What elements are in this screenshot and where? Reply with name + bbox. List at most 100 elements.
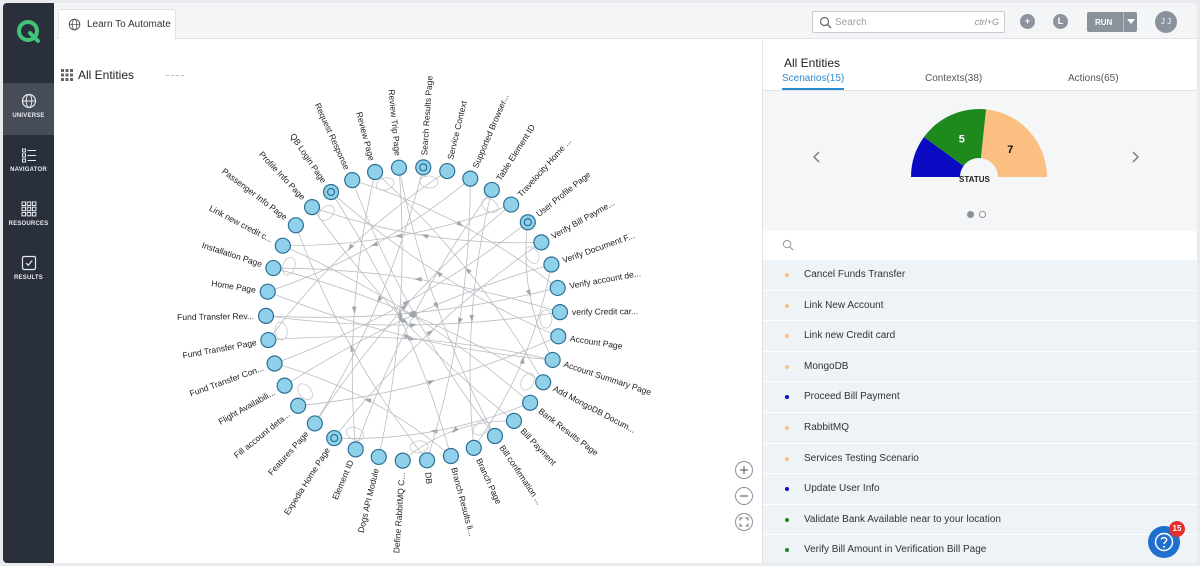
- chevron-left-icon[interactable]: [811, 149, 823, 165]
- graph-edge-arrow: [370, 241, 379, 247]
- graph-node-label: Request Response: [313, 101, 352, 171]
- graph-edge-arrow: [421, 234, 429, 239]
- graph-node[interactable]: [276, 377, 293, 394]
- scenario-search[interactable]: [763, 231, 1197, 259]
- run-dropdown[interactable]: [1123, 12, 1137, 32]
- info-button[interactable]: L: [1053, 14, 1068, 29]
- zoom-in-button[interactable]: [735, 461, 753, 479]
- scenario-row[interactable]: Validate Bank Available near to your loc…: [763, 503, 1197, 535]
- scenario-row[interactable]: Services Testing Scenario: [763, 442, 1197, 474]
- panel-title: All Entities: [784, 56, 841, 70]
- graph-node[interactable]: [551, 304, 569, 321]
- graph-node[interactable]: [505, 412, 523, 429]
- graph-node[interactable]: [522, 394, 539, 411]
- zoom-out-button[interactable]: [735, 487, 753, 505]
- graph-self-loop: [539, 309, 553, 329]
- run-button[interactable]: RUN: [1087, 12, 1137, 32]
- expand-icon: [739, 517, 749, 527]
- add-button[interactable]: +: [1020, 14, 1035, 29]
- scenario-row[interactable]: Update User Info: [763, 473, 1197, 504]
- sidebar-item-resources[interactable]: RESOURCES: [3, 191, 54, 243]
- graph-node[interactable]: [390, 159, 408, 176]
- graph-node[interactable]: [259, 283, 276, 300]
- scenario-row[interactable]: RabbitMQ: [763, 411, 1197, 443]
- graph-node[interactable]: [519, 214, 536, 231]
- graph-node[interactable]: [266, 355, 283, 372]
- graph-node[interactable]: [347, 441, 364, 458]
- graph-node[interactable]: [418, 452, 436, 469]
- graph-node[interactable]: [265, 259, 282, 277]
- graph-node[interactable]: [462, 170, 479, 187]
- fit-screen-button[interactable]: [735, 513, 753, 531]
- graph-node[interactable]: [322, 183, 340, 201]
- graph-node-label: Verify Bill Payme...: [549, 198, 616, 241]
- graph-node[interactable]: [544, 351, 561, 369]
- graph-node[interactable]: [415, 159, 432, 176]
- graph-node[interactable]: [303, 199, 321, 216]
- graph-node[interactable]: [366, 163, 384, 181]
- graph-node[interactable]: [550, 328, 567, 345]
- graph-node[interactable]: [306, 415, 323, 432]
- sidebar-item-results[interactable]: RESULTS: [3, 245, 54, 297]
- graph-node-label: Installation Page: [201, 240, 264, 269]
- graph-edge-arrow: [464, 267, 472, 275]
- graph-node[interactable]: [535, 374, 552, 391]
- graph-edge-arrow: [469, 314, 474, 323]
- scenario-row[interactable]: MongoDB: [763, 350, 1197, 382]
- graph-node[interactable]: [344, 172, 361, 189]
- graph-node-label: Bill Payment: [519, 426, 559, 468]
- sidebar-item-label: RESULTS: [14, 275, 43, 281]
- left-rail: UNIVERSE NAVIGATOR RESOURCES: [3, 3, 54, 563]
- graph-node-marker: [330, 433, 339, 443]
- graph-node[interactable]: [370, 448, 387, 466]
- graph-node-label: Define RabbitMQ C...: [391, 472, 407, 553]
- sidebar-item-navigator[interactable]: NAVIGATOR: [3, 137, 54, 189]
- tab-actions[interactable]: Actions(65): [1068, 73, 1119, 84]
- graph-node[interactable]: [260, 331, 277, 349]
- pager-dot[interactable]: [979, 211, 986, 218]
- graph-node-label: Service Context: [445, 99, 469, 160]
- search-input[interactable]: [835, 15, 955, 29]
- pager-dot-active[interactable]: [967, 211, 974, 218]
- tab-scenarios[interactable]: Scenarios(15): [782, 73, 845, 84]
- graph-node[interactable]: [394, 452, 411, 469]
- graph-node[interactable]: [483, 181, 500, 199]
- scenario-row[interactable]: Verify Bill Amount in Verification Bill …: [763, 534, 1197, 563]
- avatar[interactable]: J J: [1155, 11, 1177, 33]
- graph-node[interactable]: [287, 217, 304, 234]
- graph-node-label: Branch Results li...: [449, 466, 477, 537]
- scenario-row[interactable]: Proceed Bill Payment: [763, 381, 1197, 412]
- graph-node[interactable]: [486, 427, 504, 445]
- graph-node[interactable]: [465, 439, 482, 456]
- gauge-segment[interactable]: [911, 137, 964, 177]
- graph-node[interactable]: [274, 237, 291, 254]
- graph-node[interactable]: [442, 447, 460, 465]
- gauge-segment[interactable]: [923, 109, 987, 166]
- chevron-right-icon[interactable]: [1129, 149, 1141, 165]
- graph-node[interactable]: [549, 279, 566, 297]
- scenario-label: MongoDB: [804, 360, 849, 372]
- graph-node[interactable]: [439, 162, 456, 180]
- entity-graph[interactable]: Search Results Page Service Context Suppor…: [3, 3, 763, 563]
- tab-contexts[interactable]: Contexts(38): [925, 73, 983, 84]
- scenario-row[interactable]: Link New Account: [763, 289, 1197, 321]
- scenario-label: RabbitMQ: [804, 421, 850, 433]
- graph-node[interactable]: [257, 307, 275, 324]
- sidebar-item-universe[interactable]: UNIVERSE: [3, 83, 54, 135]
- graph-self-loop: [472, 420, 491, 436]
- graph-node[interactable]: [290, 397, 307, 414]
- scenario-row[interactable]: Cancel Funds Transfer: [763, 259, 1197, 290]
- graph-node[interactable]: [543, 256, 560, 273]
- status-dot: [785, 273, 789, 277]
- gauge-segment[interactable]: [980, 109, 1047, 177]
- graph-node-label: Flight Availabili...: [217, 387, 277, 427]
- graph-node[interactable]: [326, 429, 343, 447]
- scenario-label: Update User Info: [804, 483, 880, 495]
- scenario-label: Proceed Bill Payment: [804, 391, 900, 403]
- status-label: STATUS: [959, 175, 990, 184]
- scenario-row[interactable]: Link new Credit card: [763, 320, 1197, 351]
- search-box[interactable]: ctrl+G: [812, 11, 1005, 33]
- graph-node[interactable]: [503, 196, 520, 213]
- graph-node[interactable]: [533, 234, 550, 251]
- tab-learn-to-automate[interactable]: Learn To Automate: [58, 9, 176, 39]
